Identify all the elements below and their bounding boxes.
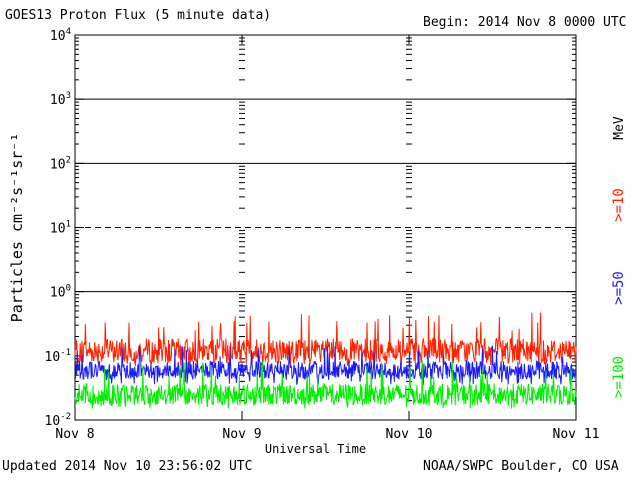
legend-entry: >=50 (611, 271, 627, 305)
y-tick-label: 100 (50, 284, 71, 301)
y-tick-label: 102 (50, 155, 71, 172)
x-axis-title: Universal Time (265, 442, 366, 456)
x-tick-label: Nov 8 (55, 427, 94, 442)
y-tick-label: 10-1 (45, 348, 72, 365)
y-tick-label: 103 (50, 91, 71, 108)
legend-entry: >=10 (611, 188, 627, 222)
updated-timestamp: Updated 2014 Nov 10 23:56:02 UTC (2, 459, 253, 474)
legend-unit: MeV (612, 116, 627, 140)
y-axis-title: Particles cm⁻²s⁻¹sr⁻¹ (8, 133, 26, 323)
series-line (74, 312, 577, 366)
y-tick-label: 104 (50, 27, 71, 44)
begin-time-label: Begin: 2014 Nov 8 0000 UTC (423, 15, 627, 30)
series-line (74, 345, 577, 385)
x-tick-label: Nov 11 (553, 427, 600, 442)
x-tick-label: Nov 10 (386, 427, 433, 442)
credit-label: NOAA/SWPC Boulder, CO USA (423, 459, 619, 474)
series-line (74, 360, 577, 409)
legend-entry: >=100 (611, 356, 627, 398)
y-tick-label: 101 (50, 220, 71, 237)
chart-title: GOES13 Proton Flux (5 minute data) (5, 8, 272, 23)
x-tick-label: Nov 9 (222, 427, 261, 442)
